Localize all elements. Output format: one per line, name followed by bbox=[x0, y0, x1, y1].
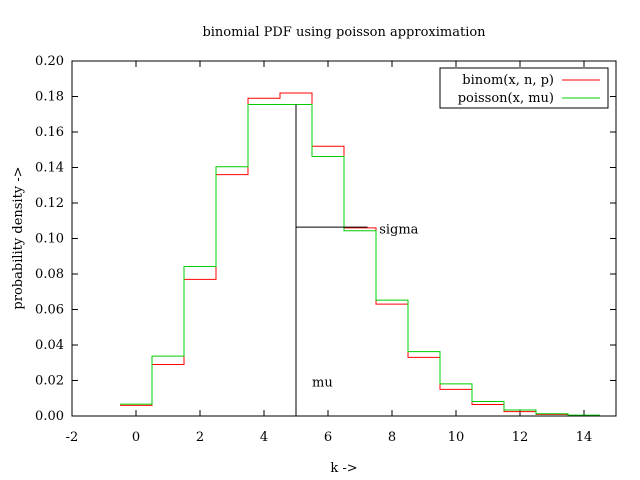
y-tick-label: 0.08 bbox=[35, 267, 64, 282]
x-tick-label: 6 bbox=[324, 430, 332, 445]
y-tick-label: 0.06 bbox=[35, 303, 64, 318]
axes: 0.00 0.02 0.04 0.06 0.08 0.10 0.12 0.14 0.16 0.18… bbox=[35, 54, 616, 445]
x-tick-label: 4 bbox=[260, 430, 268, 445]
legend-label: binom(x, n, p) bbox=[462, 73, 554, 88]
legend: binom(x, n, p) poisson(x, mu) bbox=[439, 67, 609, 109]
mu-label: mu bbox=[312, 375, 333, 390]
x-tick-label: 12 bbox=[512, 430, 529, 445]
y-tick-label: 0.12 bbox=[35, 196, 64, 211]
legend-box bbox=[439, 67, 609, 109]
x-tick-label: 14 bbox=[576, 430, 593, 445]
x-tick-label: 2 bbox=[196, 430, 204, 445]
x-tick-label: 10 bbox=[448, 430, 465, 445]
y-tick-label: 0.04 bbox=[35, 338, 64, 353]
x-tick-label: 8 bbox=[388, 430, 396, 445]
y-tick-label: 0.20 bbox=[35, 54, 64, 69]
y-tick-label: 0.18 bbox=[35, 90, 64, 105]
chart-title: binomial PDF using poisson approximation bbox=[202, 25, 486, 40]
x-axis-label: k -> bbox=[330, 461, 357, 476]
y-tick-label: 0.02 bbox=[35, 374, 64, 389]
series-line-binom bbox=[120, 92, 600, 416]
series-line-poisson bbox=[120, 103, 600, 416]
y-tick-label: 0.10 bbox=[35, 232, 64, 247]
x-tick-label: 0 bbox=[132, 430, 140, 445]
y-axis-label: probability density -> bbox=[11, 166, 26, 309]
y-tick-label: 0.14 bbox=[35, 161, 64, 176]
legend-label: poisson(x, mu) bbox=[458, 91, 554, 106]
plot-frame bbox=[71, 60, 617, 417]
x-tick-label: -2 bbox=[66, 430, 79, 445]
y-tick-label: 0.00 bbox=[35, 409, 64, 424]
sigma-label: sigma bbox=[379, 223, 418, 238]
y-tick-label: 0.16 bbox=[35, 125, 64, 140]
annotations: mu sigma bbox=[295, 104, 419, 416]
series-layer bbox=[120, 92, 600, 416]
